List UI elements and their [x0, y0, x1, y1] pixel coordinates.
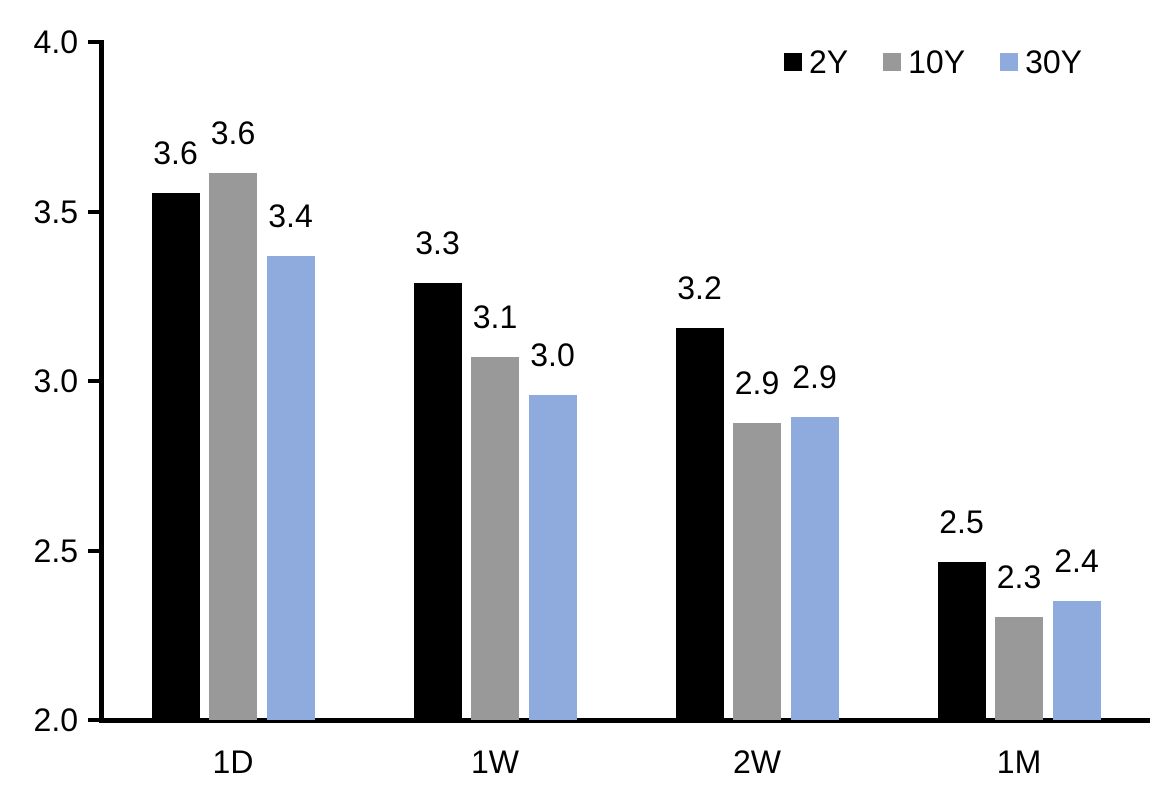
legend-item-2y: 2Y — [783, 44, 849, 80]
y-axis-tick-label: 3.5 — [33, 193, 78, 230]
bar-value-label: 3.6 — [210, 114, 256, 151]
y-axis-tick — [88, 718, 99, 722]
y-axis-tick-label: 2.0 — [33, 702, 78, 738]
legend-label: 10Y — [908, 44, 966, 80]
bar-value-label: 3.1 — [472, 299, 518, 336]
bar-30y-1w — [528, 394, 577, 720]
bar-value-label: 3.4 — [268, 197, 313, 234]
bar-10y-1w — [471, 357, 519, 720]
y-axis-tick — [88, 209, 99, 214]
bar-value-label: 2.5 — [939, 504, 984, 541]
y-axis-tick-label: 2.5 — [33, 532, 78, 569]
y-axis-tick — [88, 548, 99, 553]
legend-label: 2Y — [808, 44, 849, 80]
bar-2y-2w — [675, 328, 724, 720]
bar-10y-1d — [209, 172, 257, 720]
bar-value-label: 3.0 — [530, 336, 575, 373]
x-axis-category-label: 1M — [996, 744, 1042, 780]
bar-value-label: 3.2 — [677, 270, 722, 307]
bar-30y-1m — [1052, 601, 1101, 720]
y-axis-tick-label: 4.0 — [33, 24, 78, 60]
bar-value-label: 2.9 — [792, 358, 837, 395]
y-axis-tick — [88, 40, 99, 44]
y-axis-tick-label: 3.0 — [33, 363, 78, 399]
legend-item-30y: 30Y — [1000, 44, 1082, 80]
y-axis-tick — [88, 379, 99, 383]
y-axis-line — [99, 40, 104, 722]
bar-30y-2w — [790, 416, 839, 720]
legend-swatch-icon — [1000, 53, 1019, 71]
bar-value-label: 2.4 — [1054, 543, 1099, 580]
x-axis-category-label: 2W — [733, 744, 781, 780]
bar-2y-1d — [151, 192, 200, 720]
x-axis-category-label: 1D — [212, 744, 254, 780]
legend-swatch-icon — [883, 53, 902, 71]
bar-10y-1m — [995, 616, 1043, 720]
legend-swatch-icon — [783, 53, 802, 71]
bar-30y-1d — [266, 255, 315, 720]
bar-2y-1w — [413, 282, 462, 720]
bar-value-label: 3.6 — [153, 134, 198, 171]
x-axis-line — [99, 718, 1150, 723]
legend-item-10y: 10Y — [883, 44, 965, 80]
bar-value-label: 2.9 — [734, 365, 780, 402]
x-axis-category-label: 1W — [471, 744, 519, 780]
bar-value-label: 2.3 — [996, 558, 1042, 595]
bar-value-label: 3.3 — [415, 224, 460, 261]
bar-10y-2w — [733, 423, 781, 720]
bar-2y-1m — [937, 562, 986, 720]
legend-label: 30Y — [1025, 44, 1082, 80]
chart-legend: 2Y 10Y 30Y — [783, 44, 1082, 80]
